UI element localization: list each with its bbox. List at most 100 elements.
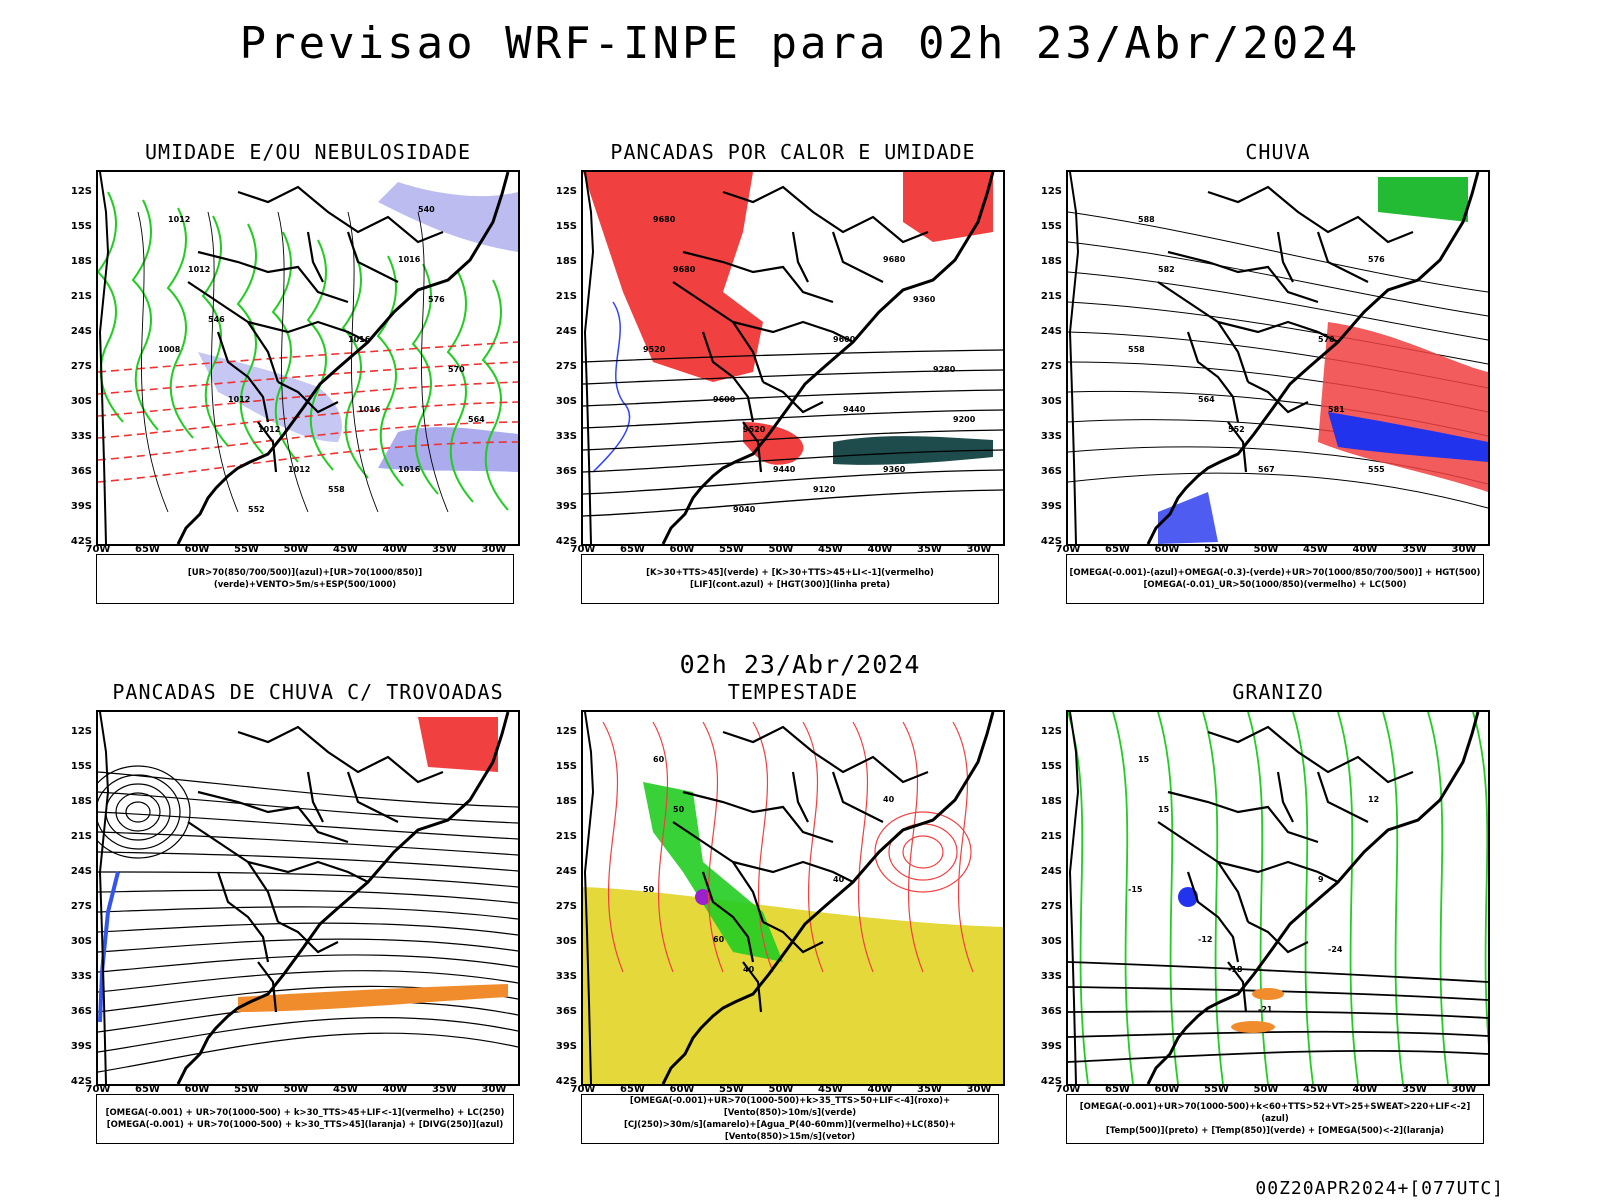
latitude-tick-label: 42S [70,1076,92,1087]
latitude-tick-label: 42S [1040,1076,1062,1087]
contour-label: -21 [1258,1005,1273,1014]
country-border [1247,921,1309,954]
map-panel-1: UMIDADE E/OU NEBULOSIDADE 12S 15S 18S 21S 24S… [68,140,548,620]
temperature-500-contour [1068,1010,1488,1019]
latitude-tick-label: 12S [1040,186,1062,197]
map-panel-3: CHUVA 12S 15S 18S 21S 24S 27S 30S 33S 36S 39S 42S 70… [1038,140,1518,620]
contour-label: 9360 [913,295,936,304]
country-border [742,421,763,473]
temperature-850-contour [1382,712,1404,1084]
latitude-tick-label: 24S [70,866,92,877]
longitude-tick-label: 65W [135,1084,160,1095]
latitude-tick-label: 24S [70,326,92,337]
map-panel-2: PANCADAS POR CALOR E UMIDADE 12S 15S 18S 21S… [553,140,1033,620]
map-canvas [98,712,518,1084]
longitude-tick-label: 35W [917,1084,942,1095]
longitude-tick-label: 30W [966,544,992,555]
contour-label: 555 [1368,465,1385,474]
latitude-tick-label: 42S [555,536,577,547]
contour-label: 1012 [188,265,210,274]
legend-line: [Temp(500)](preto) + [Temp(850)](verde) … [1105,1126,1445,1136]
latitude-tick-label: 36S [1040,466,1062,477]
contour-label: 1016 [358,405,381,414]
contour-label: -18 [1228,965,1243,974]
country-border [732,860,854,883]
map-canvas: 60 50 40 40 60 50 40 [583,712,1003,1084]
latitude-tick-label: 36S [1040,1006,1062,1017]
longitude-tick-label: 60W [669,544,695,555]
map-panel-4: PANCADAS DE CHUVA C/ TROVOADAS 12S 15S 18S 2… [68,680,548,1160]
geopotential-contour [1068,211,1488,293]
latitude-tick-label: 27S [1040,901,1062,912]
temperature-850-contour [1157,712,1179,1084]
latitude-tick-label: 15S [1040,221,1062,232]
streamline [98,1032,518,1073]
contour-label: 1016 [398,465,421,474]
longitude-tick-label: 50W [283,1084,309,1095]
contour-label: -15 [1128,885,1143,894]
contour-label: 9600 [833,335,856,344]
contour-label: 15 [1158,805,1170,814]
longitude-tick-label: 40W [382,1084,408,1095]
contour-label: 582 [1158,265,1175,274]
streamline [98,871,518,888]
longitude-tick-label: 35W [1402,1084,1427,1095]
longitude-tick-label: 40W [867,544,893,555]
severe-storm-area [695,889,711,905]
latitude-tick-label: 33S [1040,431,1062,442]
map-frame: 15 15 12 9 -12 -15 -18 -21 -24 [1066,710,1490,1086]
latitude-tick-label: 18S [555,796,577,807]
latitude-tick-label: 36S [70,466,92,477]
omega-area [1328,412,1488,462]
streamline [98,831,518,856]
longitude-tick-label: 40W [1352,1084,1378,1095]
longitude-tick-label: 60W [669,1084,695,1095]
country-border [197,790,349,844]
contour-label: 50 [643,885,655,894]
country-border [682,250,834,304]
contour-label: 9600 [713,395,736,404]
country-border [1207,185,1414,244]
contour-label: 50 [673,805,685,814]
longitude-tick-label: 40W [1352,544,1378,555]
map-panel-6: GRANIZO 12S 15S 18S 21S 24S 27S 30S 33S 36S 39S 42S… [1038,680,1518,1160]
humidity-contour [236,223,264,455]
longitude-tick-label: 65W [135,544,160,555]
humidity-contour [271,231,299,463]
latitude-tick-label: 30S [70,396,92,407]
latitude-tick-label: 24S [1040,326,1062,337]
country-border [1276,771,1294,823]
longitude-tick-label: 55W [719,1084,744,1095]
country-border [216,331,270,423]
temperature-500-contour [1068,1049,1488,1063]
contour-label: 1016 [348,335,371,344]
country-border [277,381,339,414]
legend-line: [OMEGA(-0.001)+UR>70(1000-500)+k>35_TTS>… [629,1096,951,1118]
coastline [1068,712,1080,1084]
latitude-tick-label: 36S [555,1006,577,1017]
contour-label: 1008 [158,345,181,354]
contour-label: 1012 [288,465,310,474]
contour-label: 564 [468,415,485,424]
streamline-850 [852,721,874,973]
coastline [583,172,595,544]
contour-label: 546 [208,315,225,324]
latitude-tick-label: 12S [70,186,92,197]
longitude-tick-label: 40W [382,544,408,555]
longitude-tick-label: 55W [234,544,259,555]
latitude-tick-label: 39S [555,501,577,512]
contour-label: 9200 [953,415,976,424]
coastline [1146,712,1480,1084]
streamline-850 [902,721,924,973]
longitude-tick-label: 55W [234,1084,259,1095]
omega-area [1158,492,1218,544]
latitude-tick-label: 42S [555,1076,577,1087]
latitude-tick-label: 12S [555,726,577,737]
country-border [306,231,324,283]
country-border [1207,725,1414,784]
country-border [257,961,278,1013]
country-border [791,771,809,823]
height-contour [583,409,1003,429]
longitude-tick-label: 35W [917,544,942,555]
panel-title: PANCADAS POR CALOR E UMIDADE [610,140,976,164]
